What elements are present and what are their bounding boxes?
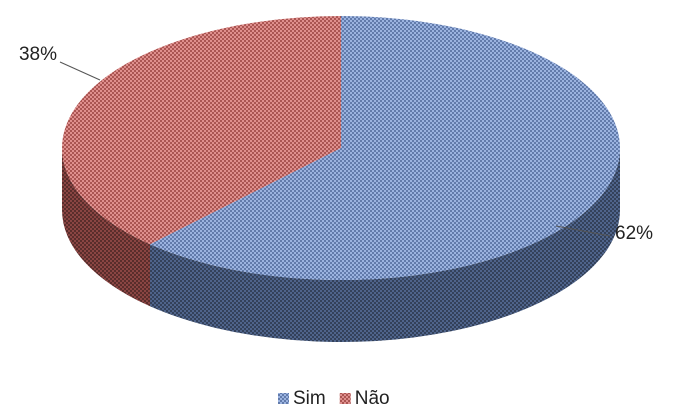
legend-swatch bbox=[278, 393, 289, 404]
slice bbox=[150, 16, 620, 342]
legend-label: Não bbox=[355, 388, 390, 409]
leader-line bbox=[59, 61, 101, 81]
data-label: 62% bbox=[615, 223, 653, 244]
slice-side bbox=[62, 148, 151, 307]
slice-top bbox=[150, 16, 620, 280]
slice-side bbox=[150, 148, 620, 342]
slice-top bbox=[61, 16, 341, 245]
legend-label: Sim bbox=[293, 388, 326, 409]
leader-line bbox=[555, 225, 611, 237]
data-label: 38% bbox=[19, 44, 57, 65]
legend-swatch bbox=[339, 393, 351, 404]
slice bbox=[61, 16, 341, 307]
